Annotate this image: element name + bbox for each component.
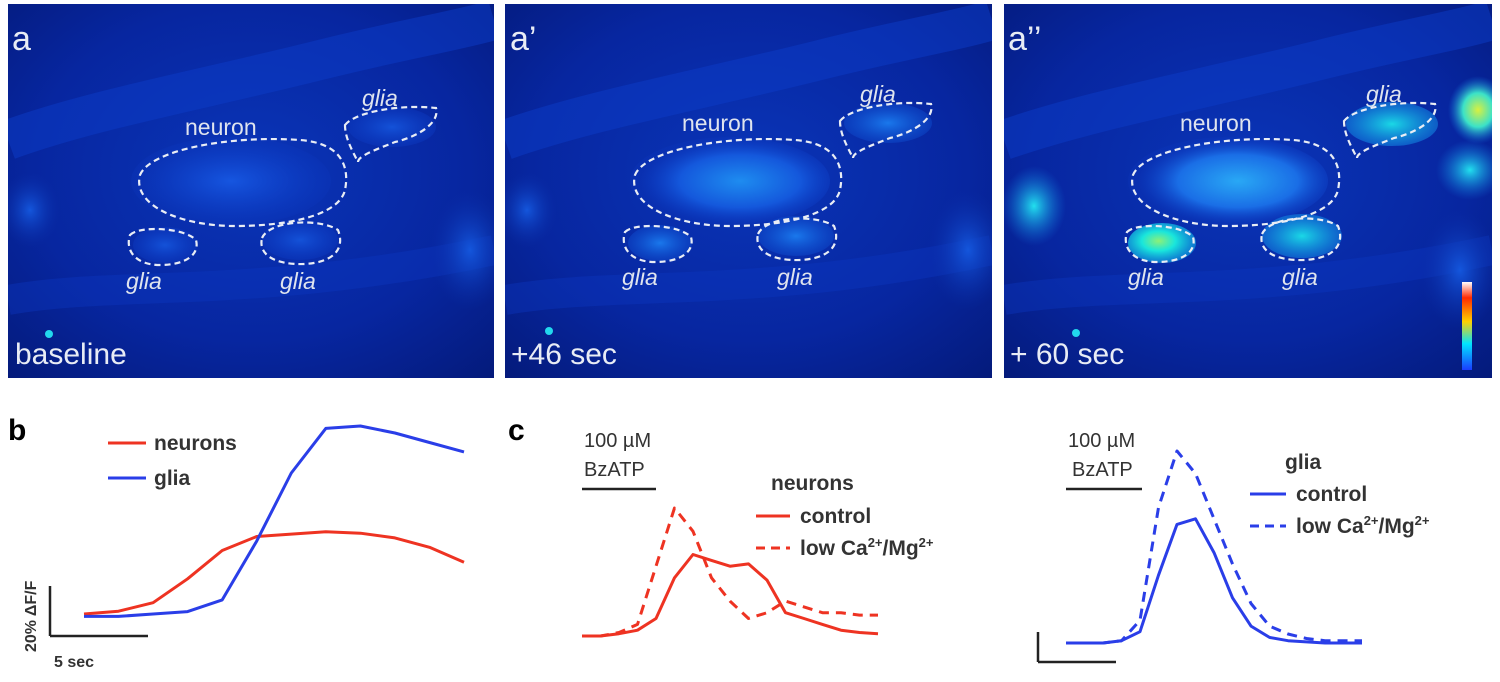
scale-label-y: 20% ΔF/F	[23, 580, 40, 652]
panel-a-image-46sec: neuron glia glia glia a’ +46 sec	[505, 4, 992, 378]
cell-blob	[1436, 140, 1492, 200]
scale-label-x: 5 sec	[54, 654, 94, 671]
colorbar	[1462, 282, 1472, 370]
roi-neuron	[633, 137, 843, 228]
neuron-soma	[131, 137, 331, 225]
roi-glia	[343, 105, 438, 163]
tissue-fiber	[1004, 235, 1492, 315]
panel-b: b neurons glia 20% ΔF/F 5 sec	[8, 414, 465, 671]
roi-label-glia: glia	[777, 264, 813, 290]
panel-a-image-60sec: neuron glia glia glia a’’ + 60 sec	[1004, 4, 1492, 378]
roi-label-glia: glia	[1128, 264, 1164, 290]
tissue-fiber	[505, 4, 992, 159]
roi-glia	[756, 217, 838, 262]
legend-title-neurons: neurons	[771, 472, 854, 495]
trace-neurons	[83, 530, 465, 616]
legend-label-control: control	[1296, 483, 1367, 506]
roi-glia	[260, 221, 342, 266]
trace-control	[582, 553, 879, 638]
legend-label-control: control	[800, 505, 871, 528]
trace-control	[1066, 517, 1362, 645]
tissue-fiber	[8, 235, 494, 315]
roi-glia	[838, 101, 933, 159]
cell-blob	[1004, 166, 1066, 246]
panel-c-glia-traces	[1066, 449, 1362, 645]
neuron-soma	[630, 137, 830, 225]
trace-low-ca2-mg2-	[582, 506, 878, 638]
roi-neuron	[138, 137, 348, 228]
bright-spot	[545, 327, 553, 335]
panel-a-image-baseline: neuron glia glia glia a baseline	[8, 4, 494, 378]
glia-cell	[758, 216, 834, 256]
legend-label-glia: glia	[154, 467, 190, 490]
panel-c-glia: 100 µM BzATP glia control low Ca2+/Mg2+	[1036, 430, 1430, 664]
image-letter: a’’	[1008, 20, 1041, 58]
stim-concentration: 100 µM	[584, 430, 651, 452]
roi-neuron	[1131, 137, 1341, 228]
roi-glia	[1260, 217, 1342, 262]
legend-label-low: low Ca2+/Mg2+	[800, 535, 934, 560]
panel-b-traces	[83, 424, 465, 618]
roi-glia	[1124, 224, 1195, 264]
tissue-fiber	[505, 235, 992, 315]
cell-blob	[505, 172, 557, 248]
image-time-label: + 60 sec	[1010, 338, 1124, 371]
roi-label-glia: glia	[1282, 264, 1318, 290]
glia-cell	[1128, 223, 1196, 263]
roi-glia	[622, 224, 693, 264]
image-time-label: baseline	[15, 338, 127, 371]
bright-spot	[45, 330, 53, 338]
roi-label-glia: glia	[280, 268, 316, 294]
cell-blob	[1420, 210, 1492, 330]
tissue-fiber	[1004, 4, 1492, 159]
roi-glia	[1342, 101, 1437, 159]
panel-c-neurons: c 100 µM BzATP neurons control low Ca2+/…	[508, 414, 934, 638]
bright-spot	[1072, 329, 1080, 337]
stim-drug: BzATP	[584, 459, 645, 481]
roi-label-glia: glia	[126, 268, 162, 294]
image-letter: a	[12, 20, 31, 58]
cell-blob	[1448, 76, 1492, 144]
stim-concentration: 100 µM	[1068, 430, 1135, 452]
cell-blob	[430, 190, 494, 310]
legend-label-low: low Ca2+/Mg2+	[1296, 513, 1430, 538]
stim-drug: BzATP	[1072, 459, 1133, 481]
roi-glia	[127, 227, 198, 267]
neuron-soma	[1128, 137, 1328, 225]
cell-blob	[928, 190, 992, 310]
roi-label-glia: glia	[622, 264, 658, 290]
glia-cell	[1262, 214, 1342, 258]
glia-cell	[133, 227, 197, 263]
glia-cell	[844, 103, 932, 143]
glia-cell	[348, 107, 436, 147]
trace-low-ca2-mg2-	[1066, 449, 1362, 645]
roi-label-glia: glia	[860, 81, 896, 107]
roi-label-neuron: neuron	[1180, 110, 1252, 136]
panel-letter-c: c	[508, 414, 525, 447]
trace-glia	[84, 424, 465, 618]
roi-label-neuron: neuron	[682, 110, 754, 136]
glia-cell	[1346, 102, 1438, 146]
glia-cell	[628, 225, 692, 261]
roi-label-neuron: neuron	[185, 114, 257, 140]
cell-blob	[8, 172, 60, 248]
image-time-label: +46 sec	[511, 338, 617, 371]
roi-label-glia: glia	[362, 85, 398, 111]
image-letter: a’	[510, 20, 536, 58]
panel-c-neurons-traces	[582, 506, 879, 638]
tissue-fiber	[8, 4, 494, 159]
legend-title-glia: glia	[1285, 451, 1321, 474]
glia-cell	[262, 220, 338, 260]
legend-label-neurons: neurons	[154, 432, 237, 455]
panel-letter-b: b	[8, 414, 26, 447]
roi-label-glia: glia	[1366, 81, 1402, 107]
